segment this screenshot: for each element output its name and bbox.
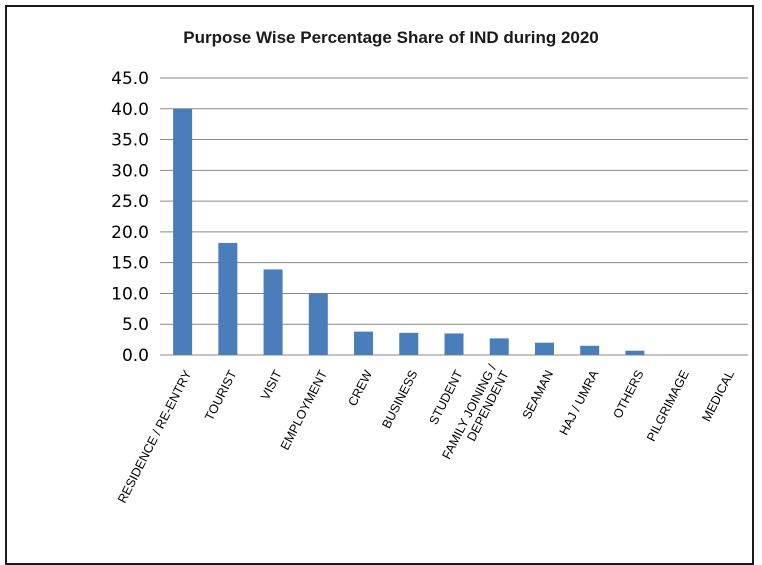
svg-text:EMPLOYMENT: EMPLOYMENT <box>278 368 330 453</box>
bar <box>308 293 328 355</box>
bar <box>444 333 464 355</box>
x-tick-label: HAJ / UMRA <box>557 367 602 437</box>
gridlines <box>160 77 748 356</box>
x-tick-label: TOURIST <box>202 368 239 423</box>
svg-text:TOURIST: TOURIST <box>202 368 239 423</box>
x-tick-label: BUSINESS <box>379 368 420 431</box>
x-tick-label: MEDICAL <box>699 368 737 424</box>
bars <box>173 108 645 356</box>
y-tick-label: 20.0 <box>111 223 149 243</box>
x-tick-label: OTHERS <box>610 368 646 421</box>
x-tick-label: RESIDENCE / RE-ENTRY <box>115 367 195 505</box>
bar <box>534 342 554 355</box>
bar <box>173 108 193 356</box>
chart-title: Purpose Wise Percentage Share of IND dur… <box>183 28 599 47</box>
x-tick-label: VISIT <box>258 368 285 403</box>
bar-chart: Purpose Wise Percentage Share of IND dur… <box>111 28 748 506</box>
svg-text:HAJ / UMRA: HAJ / UMRA <box>557 367 602 437</box>
svg-text:RESIDENCE / RE-ENTRY: RESIDENCE / RE-ENTRY <box>115 367 195 505</box>
x-tick-label: SEAMAN <box>520 368 556 421</box>
bar <box>263 269 283 355</box>
y-tick-label: 25.0 <box>111 192 149 212</box>
bar <box>625 350 645 355</box>
y-tick-label: 40.0 <box>111 100 149 120</box>
bar <box>354 331 374 355</box>
y-tick-label: 5.0 <box>122 315 149 335</box>
svg-text:PILGRIMAGE: PILGRIMAGE <box>644 368 692 444</box>
y-tick-label: 30.0 <box>111 161 149 181</box>
x-axis-ticks: RESIDENCE / RE-ENTRY TOURIST VISITEMPLOYME… <box>115 362 737 506</box>
svg-text:MEDICAL: MEDICAL <box>699 368 737 424</box>
svg-text:VISIT: VISIT <box>258 368 285 403</box>
bar <box>489 338 509 355</box>
y-axis-ticks: 0.0 5.0 10.0 15.0 20.0 25.0 30.0 35.0 40.0 45.0 <box>111 69 149 366</box>
x-tick-label: CREW <box>345 368 375 409</box>
y-tick-label: 35.0 <box>111 131 149 151</box>
svg-text:OTHERS: OTHERS <box>610 368 646 421</box>
y-tick-label: 15.0 <box>111 254 149 274</box>
chart-frame <box>5 5 754 565</box>
y-tick-label: 10.0 <box>111 284 149 304</box>
bar <box>218 242 238 355</box>
x-tick-label: PILGRIMAGE <box>644 368 692 444</box>
svg-text:BUSINESS: BUSINESS <box>379 368 420 431</box>
x-tick-label: EMPLOYMENT <box>278 368 330 453</box>
svg-text:SEAMAN: SEAMAN <box>520 368 556 421</box>
svg-text:CREW: CREW <box>345 368 375 409</box>
y-tick-label: 0.0 <box>122 346 149 366</box>
y-tick-label: 45.0 <box>111 69 149 89</box>
bar <box>399 332 419 355</box>
bar <box>580 345 600 355</box>
